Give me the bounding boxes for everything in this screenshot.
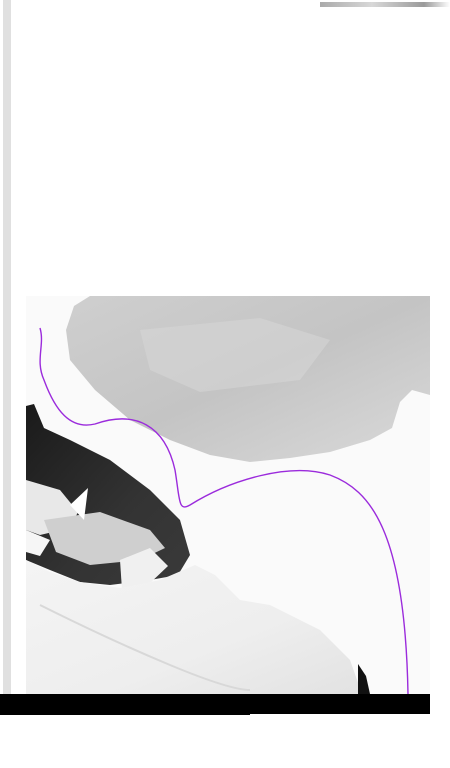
crystal-fragment — [70, 488, 88, 520]
dark-post — [358, 664, 370, 694]
purple-curve — [39, 327, 409, 695]
crystal-fragment — [120, 548, 168, 590]
bottom-black-bar — [0, 694, 430, 714]
crystal-fragment — [26, 530, 50, 556]
cloud-highlight — [140, 318, 330, 392]
floor-crack-line — [39, 604, 251, 691]
top-image-strip — [320, 2, 450, 7]
bottom-black-bar-lip — [0, 712, 250, 715]
light-floor-shape — [26, 560, 362, 694]
crystal-fragment — [44, 512, 165, 565]
left-rail — [3, 0, 11, 700]
